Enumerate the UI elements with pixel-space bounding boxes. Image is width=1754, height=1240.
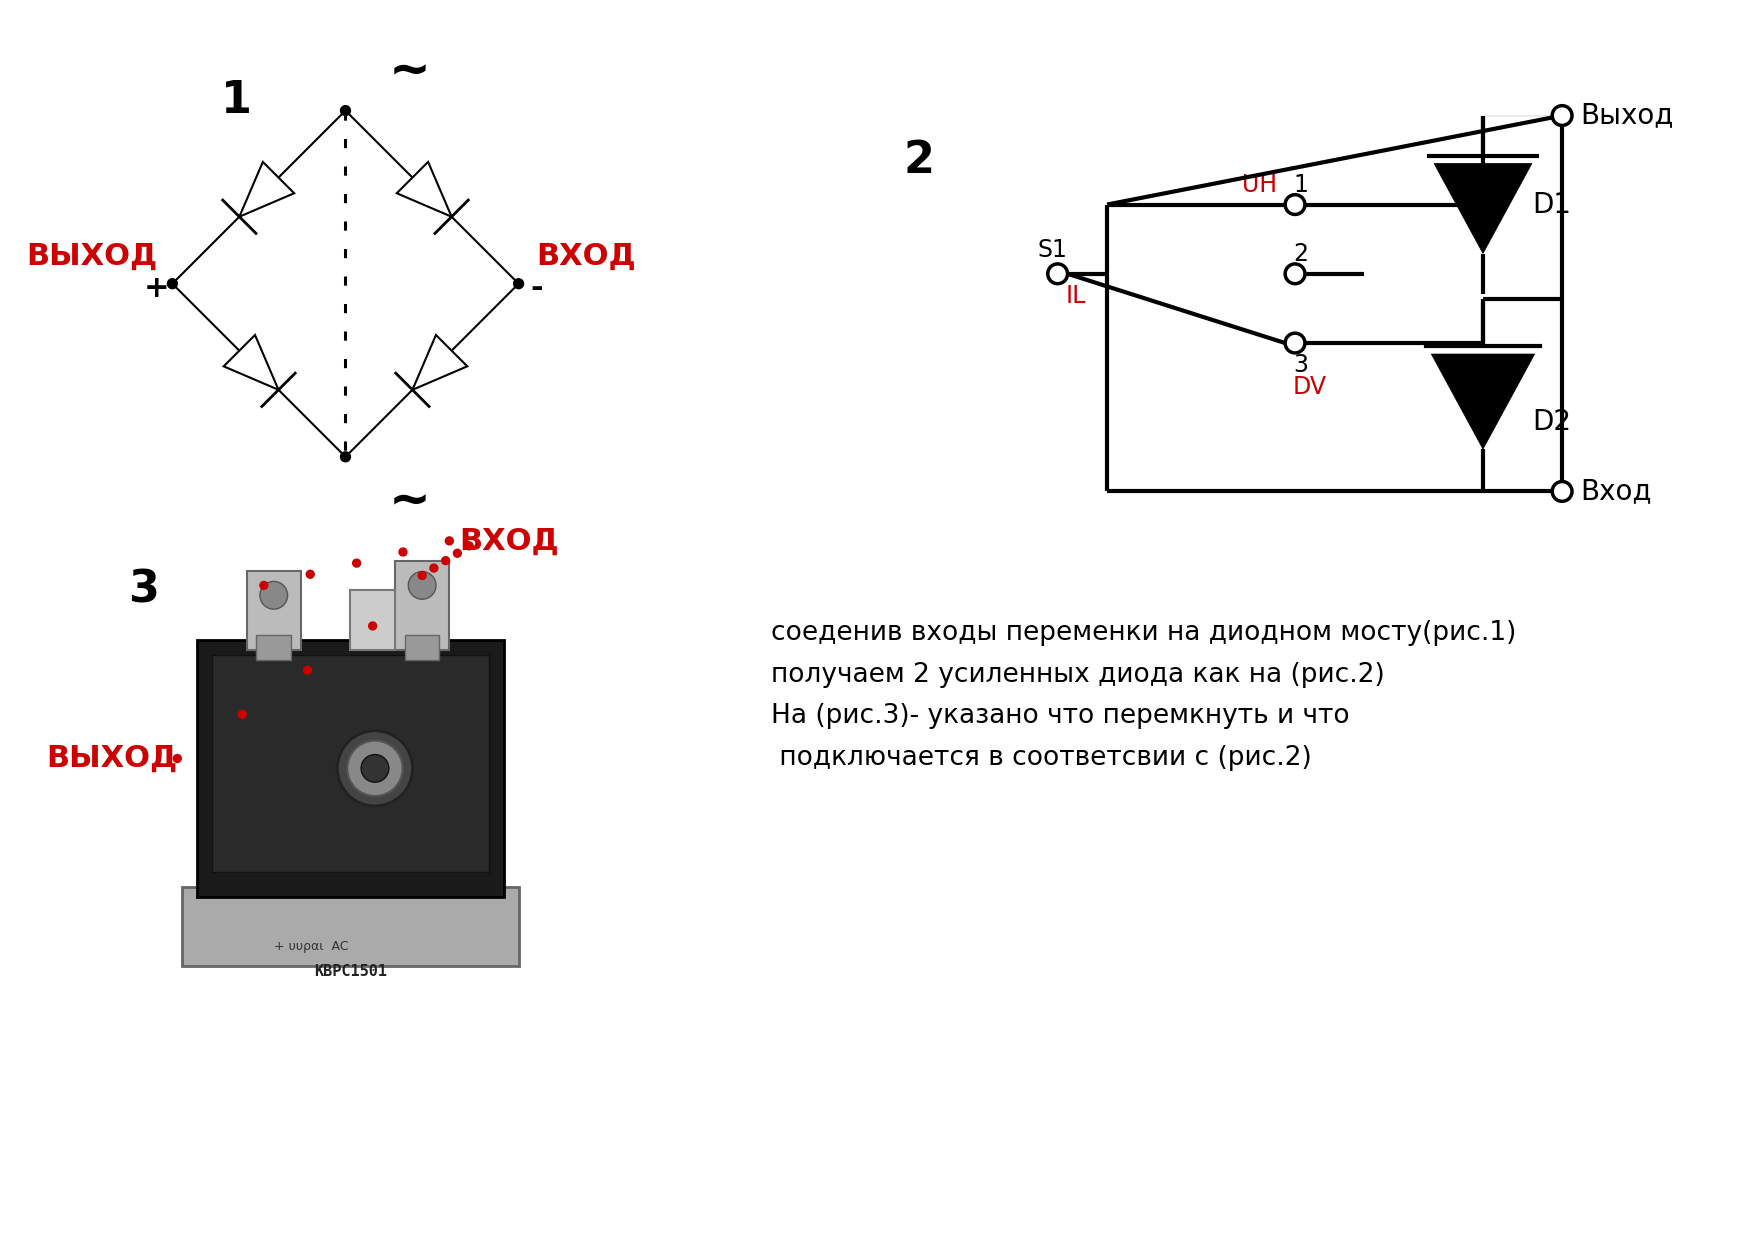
Text: IL: IL <box>1066 284 1086 308</box>
Text: 1: 1 <box>221 79 253 123</box>
Circle shape <box>417 572 426 579</box>
Text: ВХОД: ВХОД <box>460 526 560 556</box>
Circle shape <box>353 559 361 567</box>
Circle shape <box>174 754 181 763</box>
Circle shape <box>260 582 268 589</box>
Circle shape <box>337 730 412 806</box>
Circle shape <box>340 451 351 461</box>
Circle shape <box>347 740 403 796</box>
Circle shape <box>454 549 461 557</box>
FancyBboxPatch shape <box>351 590 395 650</box>
Text: На (рис.3)- указано что перемкнуть и что: На (рис.3)- указано что перемкнуть и что <box>770 703 1349 729</box>
Polygon shape <box>225 335 279 389</box>
Circle shape <box>167 279 177 289</box>
Circle shape <box>239 711 246 718</box>
Circle shape <box>307 570 314 578</box>
Circle shape <box>442 557 449 564</box>
Text: D2: D2 <box>1533 408 1572 436</box>
Circle shape <box>368 622 377 630</box>
Circle shape <box>409 572 437 599</box>
Text: D1: D1 <box>1533 191 1572 218</box>
Circle shape <box>446 537 453 544</box>
Text: ВХОД: ВХОД <box>537 242 637 270</box>
Circle shape <box>398 548 407 556</box>
Circle shape <box>303 666 312 675</box>
Circle shape <box>1552 105 1572 125</box>
Circle shape <box>465 542 474 549</box>
Text: UH: UH <box>1242 172 1277 197</box>
FancyBboxPatch shape <box>212 655 489 872</box>
Circle shape <box>340 105 351 115</box>
Text: соеденив входы переменки на диодном мосту(рис.1): соеденив входы переменки на диодном мост… <box>770 620 1515 646</box>
Circle shape <box>1552 481 1572 501</box>
Text: ВЫХОД: ВЫХОД <box>26 242 158 270</box>
Text: 2: 2 <box>1293 242 1308 267</box>
Circle shape <box>260 582 288 609</box>
Circle shape <box>1286 264 1305 284</box>
Circle shape <box>1286 195 1305 215</box>
Text: Вход: Вход <box>1580 477 1652 506</box>
Text: + υυραι  AC: + υυραι AC <box>274 940 347 952</box>
Text: KBPC1501: KBPC1501 <box>314 963 388 978</box>
Polygon shape <box>239 162 295 217</box>
Circle shape <box>514 279 523 289</box>
Text: ~: ~ <box>389 477 431 526</box>
Text: ВЫХОД: ВЫХОД <box>46 744 177 773</box>
Circle shape <box>430 564 438 572</box>
Text: 3: 3 <box>128 569 160 611</box>
Polygon shape <box>396 162 451 217</box>
Text: 1: 1 <box>1293 172 1308 197</box>
Polygon shape <box>412 335 467 389</box>
Text: 3: 3 <box>1293 353 1308 377</box>
Text: подключается в соответсвии с (рис.2): подключается в соответсвии с (рис.2) <box>770 745 1312 770</box>
FancyBboxPatch shape <box>182 887 519 966</box>
Circle shape <box>1047 264 1068 284</box>
Text: -: - <box>530 274 544 303</box>
FancyBboxPatch shape <box>395 560 449 650</box>
Polygon shape <box>1435 164 1531 253</box>
Circle shape <box>361 754 389 782</box>
Text: 2: 2 <box>903 139 935 181</box>
Text: S1: S1 <box>1038 238 1068 262</box>
FancyBboxPatch shape <box>247 570 302 650</box>
Text: получаем 2 усиленных диода как на (рис.2): получаем 2 усиленных диода как на (рис.2… <box>770 662 1384 687</box>
Text: Выход: Выход <box>1580 102 1673 129</box>
Text: DV: DV <box>1293 374 1328 398</box>
FancyBboxPatch shape <box>256 635 291 660</box>
Text: +: + <box>144 274 170 303</box>
Polygon shape <box>1431 355 1535 449</box>
FancyBboxPatch shape <box>196 640 503 897</box>
FancyBboxPatch shape <box>405 635 440 660</box>
Text: ~: ~ <box>389 47 431 95</box>
Circle shape <box>1286 334 1305 353</box>
